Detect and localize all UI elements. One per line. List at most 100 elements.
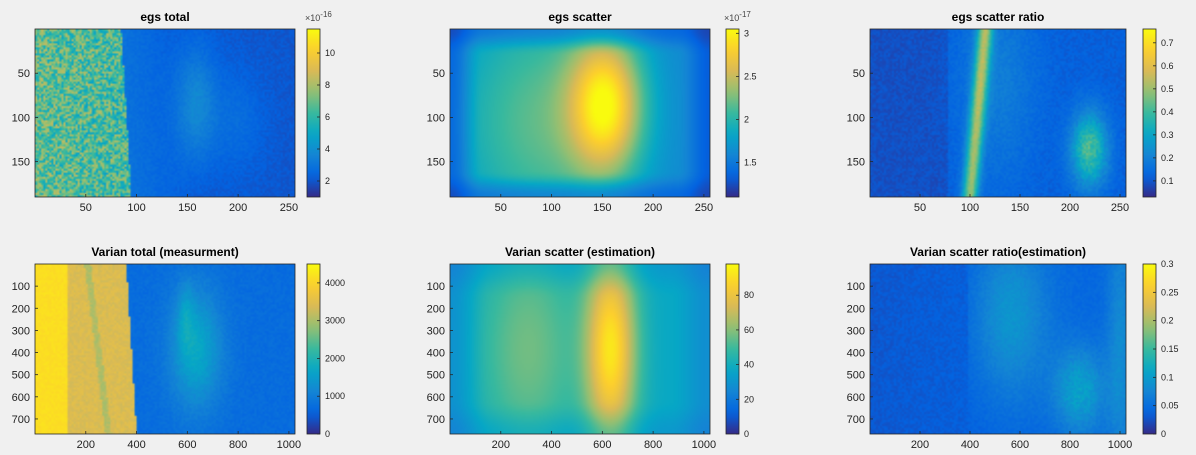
varian-scatter-colorbar [726, 264, 739, 434]
varian-scatter-ratio-ytick-label: 100 [847, 281, 865, 293]
varian-scatter-title: Varian scatter (estimation) [505, 245, 655, 259]
varian-scatter-ratio-title: Varian scatter ratio(estimation) [910, 245, 1086, 259]
egs-total-colorbar-tick-label: 4 [325, 144, 330, 154]
egs-total-title: egs total [140, 10, 189, 24]
egs-total-colorbar-tick-label: 10 [325, 48, 335, 58]
egs-total-colorbar-tick-label: 8 [325, 80, 330, 90]
egs-total-colorbar-tick-label: 6 [325, 112, 330, 122]
egs-total-colorbar-exponent: ×10-16 [305, 10, 332, 23]
egs-scatter-ratio-xtick-label: 200 [1061, 202, 1079, 214]
varian-total-ytick-label: 100 [12, 281, 30, 293]
egs-scatter-ratio-colorbar-tick-label: 0.5 [1161, 84, 1174, 94]
egs-total-colorbar-exponent-power: -16 [320, 10, 332, 19]
varian-scatter-ratio-colorbar-tick-label: 0.2 [1161, 316, 1174, 326]
varian-total-ytick-label: 400 [12, 348, 30, 360]
varian-total-ytick-label: 200 [12, 303, 30, 315]
varian-scatter-xtick-label: 200 [492, 439, 510, 451]
varian-scatter-xtick-label: 1000 [692, 439, 716, 451]
varian-scatter-ratio-ytick-label: 400 [847, 348, 865, 360]
egs-scatter-ratio-colorbar-tick-label: 0.1 [1161, 176, 1174, 186]
egs-scatter-colorbar-tick-label: 1.5 [744, 158, 757, 168]
egs-scatter-ratio-colorbar-tick-label: 0.6 [1161, 61, 1174, 71]
varian-scatter-ratio-colorbar-tick-label: 0.15 [1161, 344, 1179, 354]
egs-scatter-xtick-label: 250 [695, 202, 713, 214]
egs-scatter-ratio-panel: egs scatter ratio 50 100 150 200 250 50 100 150 0… [847, 10, 1174, 214]
egs-scatter-ratio-ytick-label: 100 [847, 112, 865, 124]
egs-scatter-colorbar-tick-label: 2.5 [744, 71, 757, 81]
varian-scatter-ratio-xtick-label: 800 [1061, 439, 1079, 451]
egs-total-colorbar-frame [306, 28, 321, 198]
egs-scatter-ratio-colorbar-frame [1142, 28, 1157, 198]
egs-scatter-ratio-title: egs scatter ratio [952, 10, 1045, 24]
varian-scatter-ratio-xtick-label: 600 [1011, 439, 1029, 451]
varian-total-ytick-label: 600 [12, 392, 30, 404]
varian-total-heatmap-image [35, 264, 295, 434]
varian-scatter-ratio-xtick-label: 400 [961, 439, 979, 451]
varian-scatter-ytick-label: 200 [427, 303, 445, 315]
egs-total-xtick-label: 150 [178, 202, 196, 214]
varian-total-colorbar-tick-label: 3000 [325, 316, 345, 326]
varian-scatter-xtick-label: 800 [644, 439, 662, 451]
egs-scatter-xtick-label: 150 [593, 202, 611, 214]
egs-scatter-ratio-xtick-label: 250 [1111, 202, 1129, 214]
varian-total-colorbar [307, 264, 320, 434]
egs-total-heatmap-image [35, 29, 295, 197]
varian-scatter-ratio-xtick-label: 1000 [1108, 439, 1132, 451]
egs-total-ytick-label: 150 [12, 157, 30, 169]
varian-scatter-panel: Varian scatter (estimation)200 400 600 800 1… [427, 245, 754, 451]
varian-scatter-colorbar-frame [725, 263, 740, 435]
varian-total-colorbar-frame [306, 263, 321, 435]
varian-scatter-ytick-label: 400 [427, 348, 445, 360]
varian-total-colorbar-tick-label: 4000 [325, 278, 345, 288]
egs-scatter-ratio-heatmap-image [870, 29, 1126, 197]
egs-scatter-xtick-label: 200 [644, 202, 662, 214]
egs-scatter-colorbar-tick-label: 3 [744, 28, 749, 38]
varian-total-panel: Varian total (measurment) 200 400 600 800 100… [12, 245, 345, 451]
egs-scatter-ratio-ytick-label: 150 [847, 157, 865, 169]
egs-scatter-colorbar-exponent: ×10-17 [724, 10, 751, 23]
varian-scatter-ratio-ytick-label: 700 [847, 414, 865, 426]
varian-total-colorbar-tick-label: 1000 [325, 391, 345, 401]
egs-scatter-xtick-label: 100 [542, 202, 560, 214]
varian-total-colorbar-tick-label: 2000 [325, 353, 345, 363]
egs-total-ytick-label: 100 [12, 112, 30, 124]
egs-total-panel: egs total 50 100 150 200 250 50 100 150 2 4 6 8 10 ×10… [12, 10, 335, 214]
varian-scatter-ratio-axes-frame [869, 263, 1127, 435]
varian-scatter-ytick-label: 300 [427, 325, 445, 337]
varian-scatter-colorbar-tick-label: 80 [744, 290, 754, 300]
varian-scatter-ratio-colorbar-tick-label: 0.05 [1161, 401, 1179, 411]
egs-total-colorbar [307, 29, 320, 197]
varian-scatter-ratio-ytick-label: 300 [847, 325, 865, 337]
varian-scatter-xtick-label: 400 [542, 439, 560, 451]
egs-total-xtick-label: 100 [127, 202, 145, 214]
egs-scatter-colorbar [726, 29, 739, 197]
egs-scatter-ratio-xtick-label: 50 [914, 202, 926, 214]
varian-scatter-ytick-label: 100 [427, 281, 445, 293]
egs-total-xtick-label: 200 [229, 202, 247, 214]
varian-scatter-ratio-colorbar-tick-label: 0.3 [1161, 259, 1174, 269]
varian-scatter-ratio-colorbar [1143, 264, 1156, 434]
varian-total-axes-frame [34, 263, 296, 435]
varian-total-xtick-label: 600 [178, 439, 196, 451]
varian-scatter-ytick-label: 700 [427, 414, 445, 426]
egs-scatter-ratio-xtick-label: 100 [961, 202, 979, 214]
varian-scatter-ratio-colorbar-tick-label: 0 [1161, 429, 1166, 439]
varian-total-xtick-label: 800 [229, 439, 247, 451]
egs-scatter-colorbar-frame [725, 28, 740, 198]
varian-scatter-ratio-ytick-label: 600 [847, 392, 865, 404]
varian-total-xtick-label: 400 [127, 439, 145, 451]
egs-scatter-axes-frame [449, 28, 711, 198]
varian-scatter-ratio-panel: Varian scatter ratio(estimation) 200 400 60… [847, 245, 1179, 451]
varian-total-title: Varian total (measurment) [91, 245, 238, 259]
varian-total-ytick-label: 500 [12, 370, 30, 382]
egs-scatter-ratio-ytick-label: 50 [853, 68, 865, 80]
egs-scatter-ratio-xtick-label: 150 [1011, 202, 1029, 214]
egs-scatter-ytick-label: 150 [427, 157, 445, 169]
varian-scatter-ytick-label: 500 [427, 370, 445, 382]
varian-scatter-colorbar-tick-label: 40 [744, 360, 754, 370]
egs-scatter-ratio-colorbar-tick-label: 0.4 [1161, 107, 1174, 117]
egs-scatter-ytick-label: 50 [433, 68, 445, 80]
varian-total-ytick-label: 300 [12, 325, 30, 337]
egs-scatter-colorbar-exponent-power: -17 [739, 10, 751, 19]
